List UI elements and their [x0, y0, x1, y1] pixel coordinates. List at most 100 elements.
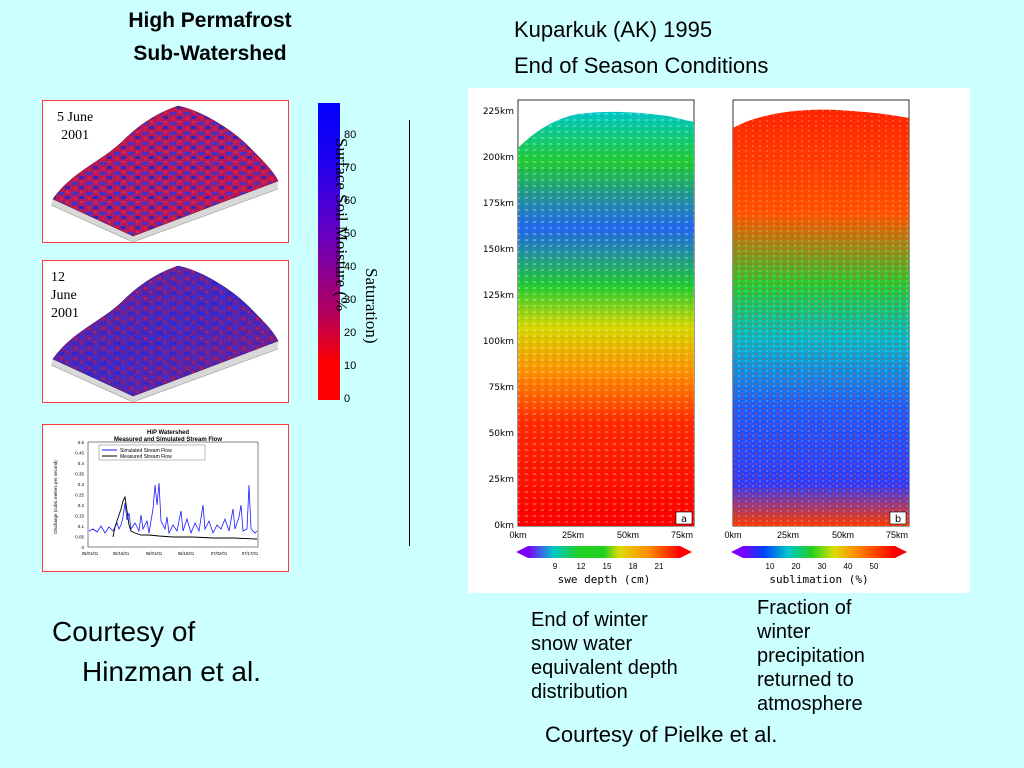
maps-svg: a b 225km 200km 175km 150km 125km 100km …	[483, 99, 910, 586]
left-title-line1: High Permafrost	[128, 9, 292, 32]
colorbar-tick: 30	[344, 294, 357, 306]
y-tick: 0.4	[78, 461, 85, 466]
hydrograph-title2: Measured and Simulated Stream Flow	[114, 437, 222, 443]
terrain-surface-june5	[50, 105, 279, 242]
soil-moisture-colorbar	[318, 103, 340, 400]
map-a-letter: a	[681, 514, 687, 525]
map-y-tick: 150km	[483, 245, 514, 255]
right-title-line2: End of Season Conditions	[514, 53, 769, 78]
courtesy-pielke: Courtesy of Pielke et al.	[545, 722, 778, 747]
sublimation-scale-label: sublimation (%)	[769, 573, 868, 586]
y-tick: 0.2	[78, 503, 85, 508]
swe-scale-tick: 9	[553, 562, 558, 571]
map-y-tick: 0km	[494, 521, 514, 531]
caption-swe: End of winter snow water equivalent dept…	[531, 608, 678, 704]
x-tick: 05/01/01	[82, 551, 99, 556]
soil-moisture-panel-june5: 5 June 2001	[42, 100, 289, 243]
caption-sublimation-line: precipitation	[757, 645, 865, 667]
colorbar-title-line2: Saturation)	[362, 268, 381, 344]
x-tick: 06/01/01	[146, 551, 163, 556]
caption-swe-line: distribution	[531, 681, 628, 703]
vertical-divider	[409, 120, 410, 546]
map-y-tick: 200km	[483, 153, 514, 163]
map-y-tick: 25km	[489, 475, 514, 485]
hydrograph-x-ticks: 05/01/01 05/16/01 06/01/01 06/16/01 07/0…	[82, 551, 259, 556]
caption-sublimation-line: returned to	[757, 669, 854, 691]
sublimation-scale-tick: 10	[766, 562, 775, 571]
panel-date-june12-line2: June	[51, 288, 77, 303]
caption-sublimation-line: atmosphere	[757, 693, 863, 715]
hydrograph-chart: HiP Watershed Measured and Simulated Str…	[53, 430, 259, 556]
map-x-tick: 25km	[777, 530, 799, 540]
swe-scale-bar: 9 12 15 18 21 swe depth (cm)	[516, 546, 692, 586]
map-x-tick: 0km	[724, 530, 741, 540]
colorbar-tick: 80	[344, 129, 357, 141]
swe-scale-tick: 21	[655, 562, 664, 571]
y-tick: 0.05	[75, 535, 84, 540]
caption-swe-line: equivalent depth	[531, 657, 678, 679]
x-tick: 06/16/01	[178, 551, 195, 556]
x-tick: 05/16/01	[113, 551, 130, 556]
sublimation-scale-tick: 20	[792, 562, 801, 571]
hydrograph-plot-frame	[87, 441, 259, 548]
map-y-tick: 125km	[483, 291, 514, 301]
hydrograph-y-label: Discharge (cubic meters per second)	[53, 460, 58, 534]
terrain-surface-june12	[50, 265, 279, 402]
sublimation-scale-tick: 30	[818, 562, 827, 571]
y-tick: 0.25	[75, 493, 84, 498]
simulated-flow-line	[88, 482, 258, 535]
y-tick: 0.45	[75, 451, 84, 456]
map-x-tick: 75km	[671, 530, 693, 540]
colorbar-tick: 20	[344, 327, 357, 339]
colorbar-tick: 10	[344, 360, 357, 372]
map-a-x-axis: 0km 25km 50km 75km	[509, 530, 693, 540]
hydrograph-legend	[98, 444, 206, 461]
swe-scale-tick: 18	[629, 562, 638, 571]
panel-date-june12-line1: 12	[51, 270, 65, 285]
y-tick: 0.15	[75, 514, 84, 519]
colorbar-tick: 70	[344, 162, 357, 174]
caption-swe-line: snow water	[531, 633, 633, 655]
hydrograph-panel: HiP Watershed Measured and Simulated Str…	[42, 424, 289, 572]
legend-measured-label: Measured Stream Flow	[120, 454, 172, 460]
colorbar-tick: 0	[344, 393, 351, 405]
sublimation-map: b	[732, 99, 910, 527]
caption-sublimation-line: Fraction of	[757, 597, 852, 619]
map-y-tick: 225km	[483, 107, 514, 117]
measured-flow-line	[112, 495, 258, 540]
swe-depth-map: a	[517, 99, 695, 527]
left-title-line2: Sub-Watershed	[133, 42, 287, 65]
maps-y-axis: 225km 200km 175km 150km 125km 100km 75km…	[483, 107, 514, 531]
colorbar-title-line1: Surface Soil Moisture (%	[332, 138, 351, 312]
colorbar-tick: 40	[344, 261, 357, 273]
panel-date-june5-line2: 2001	[61, 128, 90, 143]
courtesy-hinzman-line2: Hinzman et al.	[82, 656, 261, 687]
swe-scale-tick: 15	[603, 562, 612, 571]
courtesy-hinzman: Courtesy of Hinzman et al.	[52, 612, 352, 692]
map-x-tick: 75km	[886, 530, 908, 540]
sublimation-scale-tick: 50	[870, 562, 879, 571]
map-y-tick: 100km	[483, 337, 514, 347]
sublimation-scale-tick: 40	[844, 562, 853, 571]
map-x-tick: 50km	[617, 530, 639, 540]
legend-simulated-label: Simulated Stream Flow	[120, 448, 172, 454]
panel-date-june5: 5 June 2001	[57, 109, 93, 145]
caption-swe-line: End of winter	[531, 609, 648, 631]
y-tick: 0.5	[78, 440, 85, 445]
y-tick: 0.35	[75, 472, 84, 477]
map-y-tick: 50km	[489, 429, 514, 439]
map-b-x-axis: 0km 25km 50km 75km	[724, 530, 908, 540]
panel-date-june5-line1: 5 June	[57, 110, 94, 125]
y-tick: 0.3	[78, 482, 85, 487]
y-tick: 0.1	[78, 524, 85, 529]
map-y-tick: 75km	[489, 383, 514, 393]
x-tick: 07/17/01	[242, 551, 259, 556]
colorbar-tick: 60	[344, 195, 357, 207]
caption-sublimation-line: winter	[757, 621, 811, 643]
map-x-tick: 25km	[562, 530, 584, 540]
y-tick: 0	[81, 545, 84, 550]
right-title: Kuparkuk (AK) 1995 End of Season Conditi…	[514, 12, 768, 84]
swe-scale-label: swe depth (cm)	[558, 573, 651, 586]
panel-date-june12-line3: 2001	[51, 306, 79, 321]
panel-date-june12: 12 June 2001	[51, 269, 79, 323]
